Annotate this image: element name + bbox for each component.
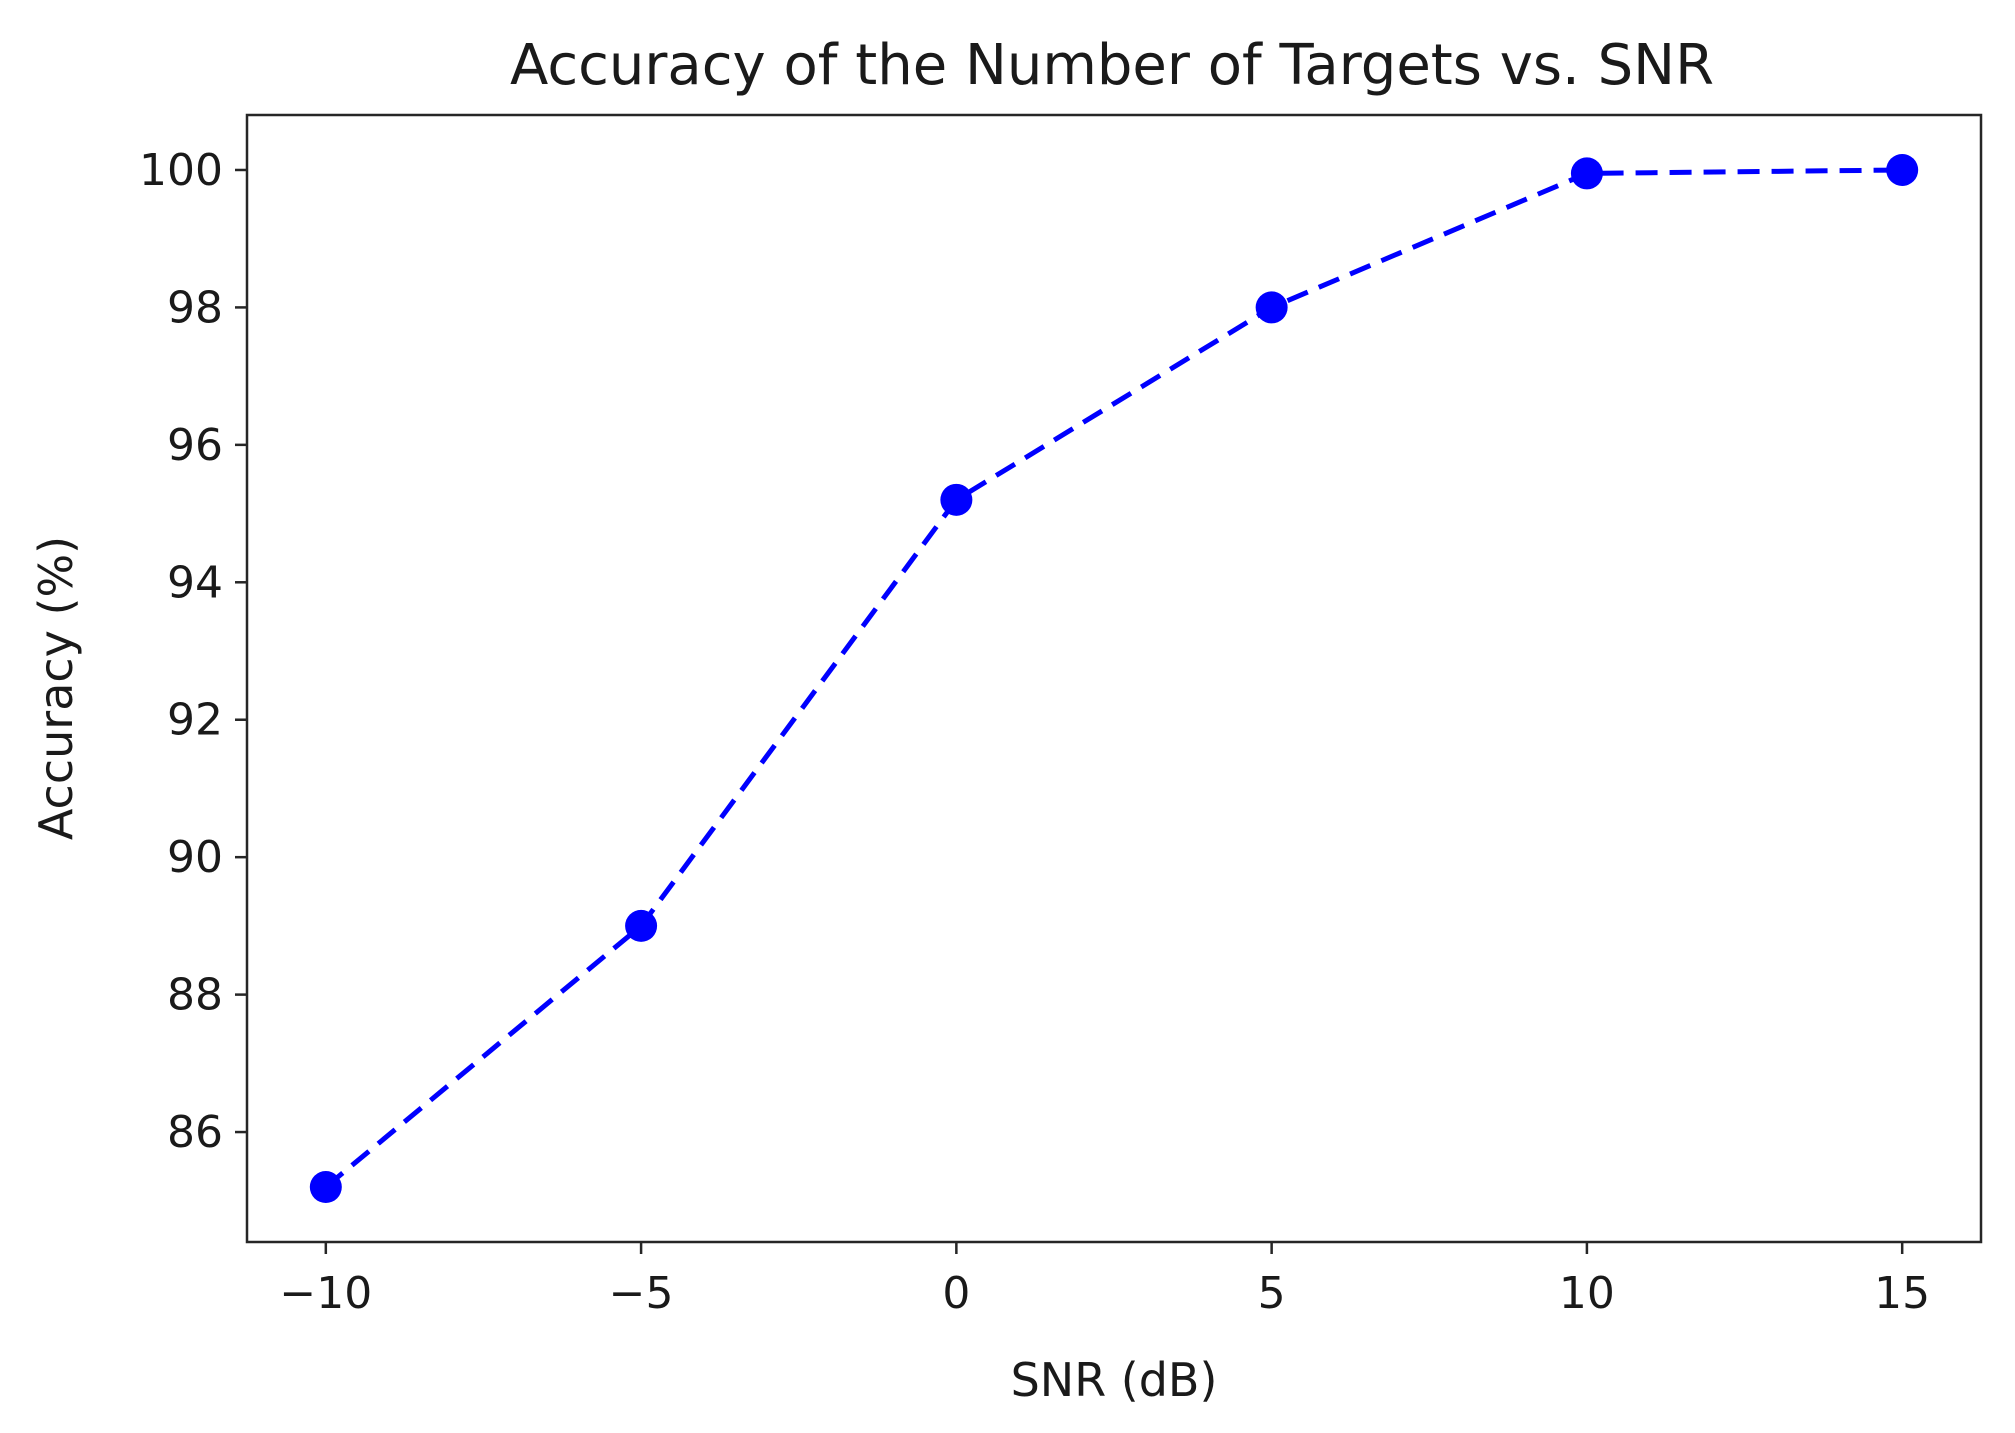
- y-tick-label: 100: [139, 145, 223, 196]
- y-tick-label: 96: [167, 420, 223, 471]
- y-tick-label: 90: [167, 832, 223, 883]
- data-point: [309, 1171, 342, 1204]
- y-axis-ticks: 86 88 90 92 94 96 98 100: [139, 145, 247, 1158]
- series-layer: [309, 153, 1919, 1204]
- series-line: [324, 167, 1903, 1189]
- data-point: [1255, 291, 1288, 324]
- y-tick-label: 88: [167, 970, 223, 1021]
- x-tick-label: −5: [609, 1268, 674, 1319]
- y-tick-label: 98: [167, 282, 223, 333]
- chart-title: Accuracy of the Number of Targets vs. SN…: [510, 33, 1714, 98]
- data-point: [1570, 157, 1603, 190]
- y-tick-label: 92: [167, 695, 223, 746]
- y-tick-label: 86: [167, 1107, 223, 1158]
- x-axis-label: SNR (dB): [1011, 1353, 1218, 1407]
- y-axis-label: Accuracy (%): [29, 536, 83, 840]
- data-point: [1886, 153, 1919, 186]
- y-tick-label: 94: [167, 557, 223, 608]
- x-tick-label: 0: [942, 1268, 970, 1319]
- x-axis-ticks: −10 −5 0 5 10 15: [279, 1242, 1930, 1319]
- plot-frame: [245, 113, 1983, 1244]
- x-tick-label: 15: [1874, 1268, 1930, 1319]
- x-tick-label: −10: [279, 1268, 372, 1319]
- data-point: [625, 909, 658, 942]
- x-tick-label: 5: [1258, 1268, 1286, 1319]
- x-tick-label: 10: [1559, 1268, 1615, 1319]
- data-point: [940, 483, 973, 516]
